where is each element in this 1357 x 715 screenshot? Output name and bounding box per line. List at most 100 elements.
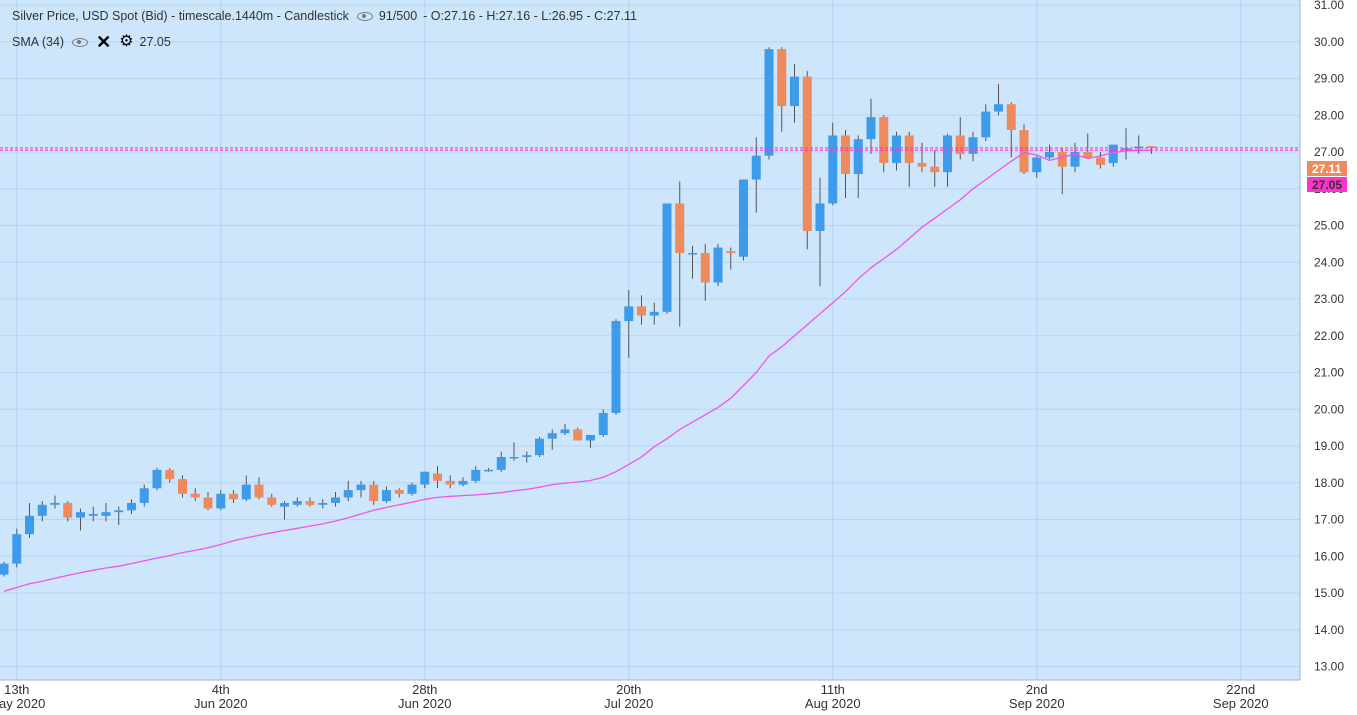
candle-body [968, 137, 978, 154]
candle-body [624, 306, 634, 322]
candle-body [420, 471, 430, 485]
candle-body [139, 488, 149, 503]
candle-body [815, 203, 825, 232]
candle-body [853, 139, 863, 175]
grid [0, 0, 1300, 680]
chart-header: Silver Price, USD Spot (Bid) - timescale… [12, 9, 643, 23]
candle-body [471, 469, 481, 481]
candle-body [331, 497, 340, 503]
candle-body [790, 76, 799, 107]
candle-body [25, 515, 34, 535]
candle-body [267, 497, 277, 505]
candle-body [127, 502, 136, 511]
candle-body [598, 412, 608, 435]
y-tick-label: 25.00 [1314, 219, 1344, 233]
candles [0, 47, 1156, 577]
candle-body [994, 104, 1003, 112]
y-tick-label: 16.00 [1314, 549, 1344, 563]
y-tick-label: 23.00 [1314, 292, 1344, 306]
candle-body [484, 469, 493, 472]
candle-body [382, 490, 391, 502]
candle-body [700, 253, 710, 283]
y-tick-label: 31.00 [1314, 0, 1344, 12]
candle-body [190, 493, 200, 498]
y-tick-label: 29.00 [1314, 72, 1344, 86]
candle-body [879, 117, 889, 164]
candle-body [1134, 146, 1144, 149]
chart-title: Silver Price, USD Spot (Bid) - timescale… [12, 9, 349, 23]
y-axis: 13.00 14.00 15.00 16.00 17.00 18.00 19.00 20.00… [1299, 0, 1344, 680]
candle-body [12, 534, 22, 564]
candle-body [1019, 129, 1029, 173]
candle-body [713, 247, 723, 283]
candle-body [573, 429, 583, 441]
ohlc-readout: - O:27.16 - H:27.16 - L:26.95 - C:27.11 [423, 9, 637, 23]
candle-body [892, 135, 901, 164]
y-tick-label: 22.00 [1314, 329, 1344, 343]
candle-body [841, 135, 850, 175]
x-tick-day: 13th [4, 682, 29, 697]
candle-body [165, 469, 175, 480]
candle-body [407, 484, 417, 494]
candle-body [178, 479, 187, 494]
candle-body [241, 484, 251, 500]
x-tick-day: 4th [212, 682, 230, 697]
y-tick-label: 19.00 [1314, 439, 1344, 453]
x-tick-month: Jun 2020 [398, 696, 452, 711]
candle-body [1096, 157, 1105, 165]
candle-body [1147, 146, 1156, 148]
y-tick-label: 15.00 [1314, 586, 1344, 600]
candle-body [369, 484, 379, 502]
y-tick-label: 20.00 [1314, 402, 1344, 416]
x-tick-day: 22nd [1226, 682, 1255, 697]
candle-body [586, 434, 595, 441]
candle-body [1045, 152, 1054, 158]
candle-body [1032, 157, 1042, 173]
candle-body [547, 433, 557, 439]
candle-body [37, 504, 47, 516]
x-tick-day: 11th [821, 682, 845, 697]
y-tick-label: 17.00 [1314, 513, 1344, 527]
candle-body [662, 203, 672, 312]
candle-body [904, 135, 914, 164]
candle-body [280, 502, 289, 507]
candle-body [751, 155, 761, 180]
candle-body [101, 512, 111, 516]
candle-body [0, 563, 9, 575]
close-price-tag-bg [1307, 161, 1347, 176]
candle-body [63, 502, 73, 518]
candle-body [254, 484, 264, 498]
candle-body [917, 163, 927, 167]
candle-body [292, 501, 302, 505]
candle-body [739, 179, 748, 257]
gear-icon[interactable]: ⚙ [119, 33, 134, 50]
candle-body [1108, 144, 1118, 164]
close-icon[interactable]: ✕ [96, 32, 112, 52]
candle-body [828, 135, 838, 204]
candle-body [1083, 152, 1093, 158]
candle-body [88, 513, 98, 516]
y-tick-label: 24.00 [1314, 255, 1344, 269]
y-tick-label: 13.00 [1314, 660, 1344, 674]
candle-body [356, 484, 366, 491]
candle-body [76, 512, 85, 518]
price-tags: 27.11 27.05 [1307, 161, 1347, 192]
candle-body [675, 203, 685, 254]
price-lines [0, 147, 1300, 151]
x-tick-month: Jun 2020 [194, 696, 248, 711]
indicator-label: SMA (34) [12, 35, 65, 49]
candle-body [496, 457, 506, 470]
x-tick-month: Sep 2020 [1213, 696, 1269, 711]
y-tick-label: 27.00 [1314, 145, 1344, 159]
candle-body [802, 76, 812, 232]
eye-icon[interactable] [356, 11, 373, 21]
candle-body [1006, 104, 1016, 130]
candle-body [637, 306, 646, 316]
sma-price-tag: 27.05 [1312, 178, 1342, 192]
eye-icon[interactable] [72, 37, 89, 47]
candle-body [343, 490, 353, 498]
candle-body [930, 166, 940, 173]
plot-background [0, 0, 1300, 680]
candle-body [229, 493, 238, 500]
